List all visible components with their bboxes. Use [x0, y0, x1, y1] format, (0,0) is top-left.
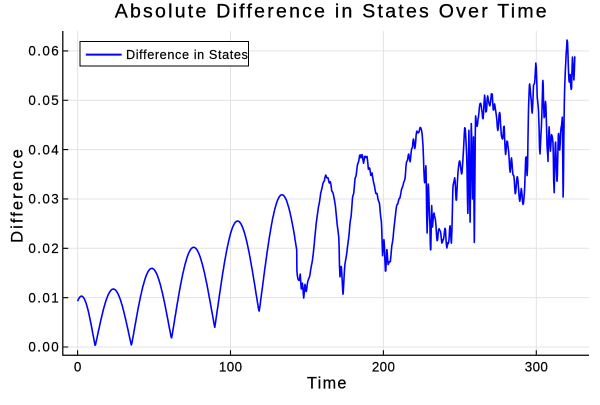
svg-text:100: 100	[219, 359, 243, 374]
svg-text:0.03: 0.03	[28, 192, 60, 207]
svg-text:0.01: 0.01	[28, 290, 60, 305]
svg-text:0.06: 0.06	[28, 44, 60, 59]
svg-text:300: 300	[525, 359, 549, 374]
svg-text:Difference in States: Difference in States	[126, 48, 249, 62]
svg-text:0.00: 0.00	[28, 340, 60, 355]
svg-text:0: 0	[74, 359, 82, 374]
svg-text:0.02: 0.02	[28, 241, 60, 256]
svg-text:Time: Time	[307, 375, 348, 393]
svg-text:Absolute Difference in States: Absolute Difference in States Over Time	[115, 1, 549, 23]
svg-text:0.05: 0.05	[28, 93, 60, 108]
svg-text:200: 200	[372, 359, 396, 374]
svg-text:0.04: 0.04	[28, 142, 60, 157]
svg-text:Difference: Difference	[9, 147, 27, 243]
